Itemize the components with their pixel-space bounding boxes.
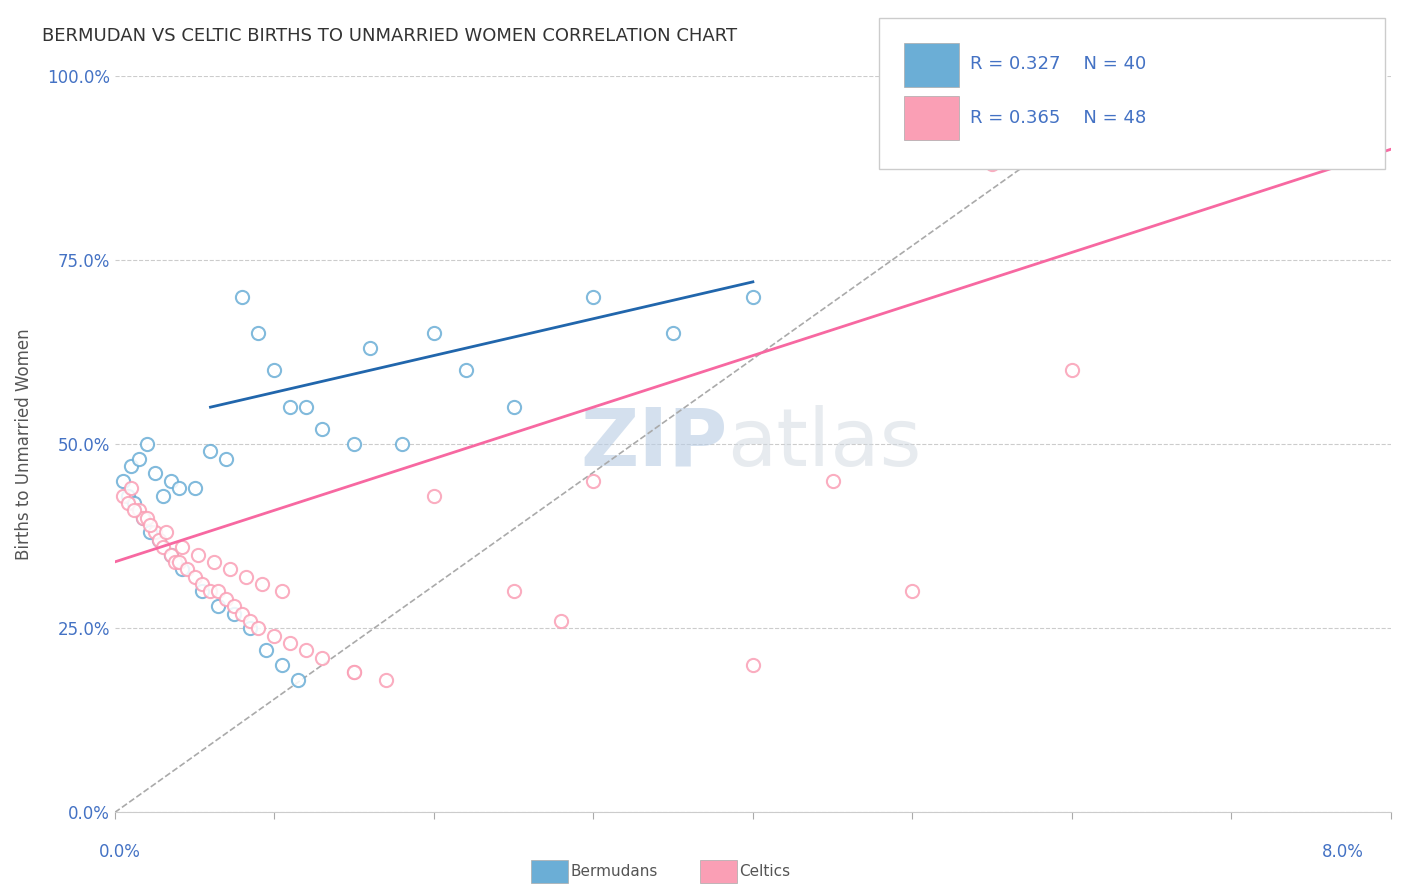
Point <box>155 525 177 540</box>
Text: Source: ZipAtlas.com: Source: ZipAtlas.com <box>1216 27 1364 41</box>
Text: R = 0.327    N = 40: R = 0.327 N = 40 <box>970 55 1146 73</box>
Point <box>423 326 446 341</box>
Point <box>191 577 214 591</box>
Point <box>167 481 190 495</box>
Point <box>271 658 294 673</box>
Point <box>287 673 309 687</box>
Point <box>391 437 413 451</box>
Point <box>502 400 524 414</box>
Point <box>139 518 162 533</box>
Point <box>117 489 139 503</box>
Point <box>200 444 222 458</box>
Point <box>132 510 155 524</box>
Point <box>159 548 181 562</box>
Text: Celtics: Celtics <box>740 864 790 879</box>
Point <box>159 474 181 488</box>
Point <box>311 422 333 436</box>
Point <box>231 290 253 304</box>
Point <box>122 496 145 510</box>
Point <box>662 326 685 341</box>
Point <box>263 363 285 377</box>
Point <box>263 629 285 643</box>
Y-axis label: Births to Unmarried Women: Births to Unmarried Women <box>15 328 32 560</box>
Point <box>224 607 246 621</box>
Point <box>111 474 134 488</box>
Point <box>167 555 190 569</box>
Point <box>359 341 381 355</box>
Point <box>271 584 294 599</box>
Point <box>311 650 333 665</box>
Text: Bermudans: Bermudans <box>571 864 658 879</box>
Text: 0.0%: 0.0% <box>98 843 141 861</box>
Point <box>343 437 366 451</box>
Point <box>250 577 273 591</box>
Point <box>117 496 139 510</box>
Point <box>120 481 142 495</box>
Point <box>224 599 246 614</box>
Point <box>143 525 166 540</box>
Point <box>122 503 145 517</box>
Point <box>139 525 162 540</box>
Point <box>454 363 477 377</box>
Point <box>170 540 193 554</box>
Text: ZIP: ZIP <box>581 405 727 483</box>
Point <box>135 510 157 524</box>
Point <box>247 326 270 341</box>
Point <box>128 503 150 517</box>
Point <box>278 636 301 650</box>
Point <box>741 658 763 673</box>
Point <box>254 643 277 657</box>
Point <box>183 569 205 583</box>
Point <box>143 467 166 481</box>
Point <box>295 643 318 657</box>
Point <box>235 569 257 583</box>
Point <box>1060 363 1083 377</box>
Point <box>132 510 155 524</box>
Text: 8.0%: 8.0% <box>1322 843 1364 861</box>
Point <box>128 451 150 466</box>
Point <box>200 584 222 599</box>
Point <box>343 665 366 680</box>
Point <box>821 474 844 488</box>
Point <box>278 400 301 414</box>
Point <box>981 157 1004 171</box>
Point <box>231 607 253 621</box>
Point <box>170 562 193 576</box>
Point <box>502 584 524 599</box>
Point <box>207 584 229 599</box>
Point <box>239 621 262 635</box>
Point <box>111 489 134 503</box>
Point <box>148 533 170 547</box>
Point <box>239 614 262 628</box>
Point <box>375 673 398 687</box>
Point <box>218 562 240 576</box>
Point <box>176 562 198 576</box>
Point <box>183 481 205 495</box>
Point <box>247 621 270 635</box>
Point <box>582 474 605 488</box>
Point <box>343 665 366 680</box>
Text: atlas: atlas <box>727 405 922 483</box>
Point <box>120 459 142 474</box>
Point <box>165 555 187 569</box>
Point <box>187 548 209 562</box>
Point <box>215 451 238 466</box>
Point <box>135 437 157 451</box>
Point <box>159 548 181 562</box>
Point <box>295 400 318 414</box>
Text: BERMUDAN VS CELTIC BIRTHS TO UNMARRIED WOMEN CORRELATION CHART: BERMUDAN VS CELTIC BIRTHS TO UNMARRIED W… <box>42 27 737 45</box>
Point <box>741 290 763 304</box>
Point <box>202 555 225 569</box>
Point <box>191 584 214 599</box>
Point <box>152 540 174 554</box>
Point <box>152 489 174 503</box>
Point <box>423 489 446 503</box>
Text: R = 0.365    N = 48: R = 0.365 N = 48 <box>970 109 1146 127</box>
Point <box>215 591 238 606</box>
Point <box>901 584 924 599</box>
Point <box>582 290 605 304</box>
Point <box>550 614 572 628</box>
Point <box>207 599 229 614</box>
Point <box>148 533 170 547</box>
